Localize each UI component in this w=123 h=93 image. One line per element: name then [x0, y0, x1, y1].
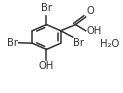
Text: H₂O: H₂O	[100, 39, 120, 49]
Text: Br: Br	[73, 38, 84, 48]
Text: Br: Br	[41, 3, 52, 13]
Text: OH: OH	[39, 61, 54, 71]
Text: O: O	[86, 6, 94, 16]
Text: Br: Br	[7, 38, 18, 48]
Text: OH: OH	[86, 26, 101, 36]
